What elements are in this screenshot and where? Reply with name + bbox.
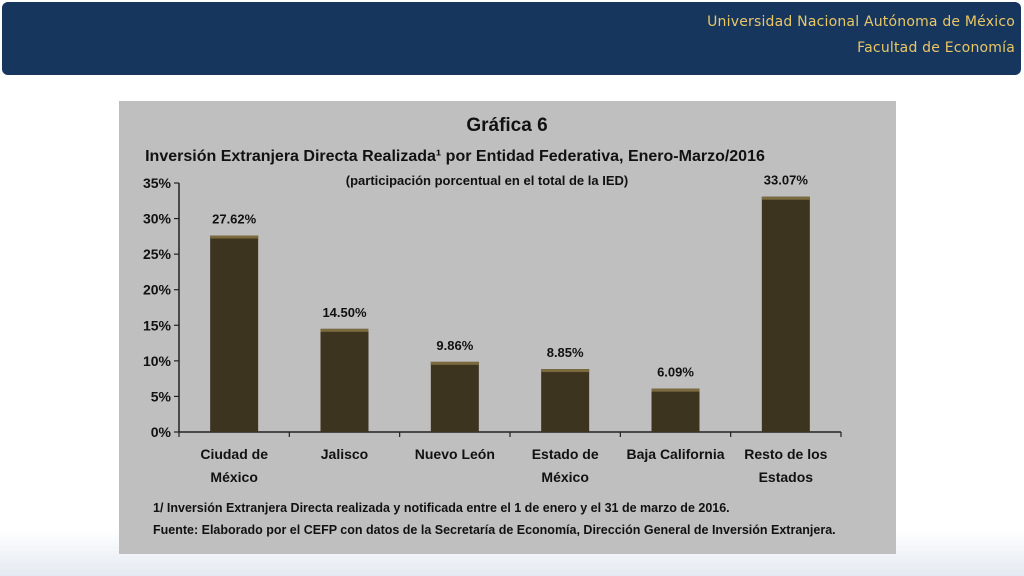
y-tick-label: 20% <box>143 282 172 298</box>
figure-label: Gráfica 6 <box>466 115 547 136</box>
data-label: 6.09% <box>657 365 694 380</box>
bar-top-highlight <box>541 369 590 373</box>
header-banner: Universidad Nacional Autónoma de México … <box>2 2 1021 75</box>
category-label: Ciudad de <box>200 446 268 462</box>
bar-top-highlight <box>210 235 259 239</box>
university-name: Universidad Nacional Autónoma de México <box>707 14 1015 30</box>
bar-chart: Gráfica 6 Inversión Extranjera Directa R… <box>143 115 842 537</box>
y-tick-label: 25% <box>143 246 172 262</box>
category-label: Nuevo León <box>415 446 495 462</box>
bar <box>541 369 590 432</box>
bar-top-highlight <box>651 388 700 392</box>
data-label: 9.86% <box>436 338 473 353</box>
y-tick-label: 15% <box>143 317 172 333</box>
chart-image: Gráfica 6 Inversión Extranjera Directa R… <box>119 101 896 554</box>
bar <box>210 235 259 432</box>
bar-top-highlight <box>320 328 369 332</box>
bar <box>430 361 479 432</box>
faculty-name: Facultad de Economía <box>857 40 1015 56</box>
y-tick-label: 5% <box>151 388 172 404</box>
y-tick-label: 30% <box>143 211 172 227</box>
data-label: 27.62% <box>212 212 257 227</box>
data-label: 14.50% <box>322 305 367 320</box>
category-label: Estados <box>759 469 814 485</box>
category-label: México <box>541 469 588 485</box>
category-label: Resto de los <box>744 446 827 462</box>
y-tick-label: 10% <box>143 353 172 369</box>
data-label: 33.07% <box>764 173 809 188</box>
bar-top-highlight <box>430 361 479 365</box>
y-tick-label: 0% <box>151 424 172 440</box>
category-label: Estado de <box>532 446 599 462</box>
bar-top-highlight <box>761 196 810 200</box>
y-tick-label: 35% <box>143 175 172 191</box>
bar <box>761 196 810 432</box>
chart-title: Inversión Extranjera Directa Realizada¹ … <box>145 148 765 165</box>
chart-source: Fuente: Elaborado por el CEFP con datos … <box>153 523 836 537</box>
chart-subtitle: (participación porcentual en el total de… <box>346 173 628 188</box>
data-label: 8.85% <box>547 345 584 360</box>
category-label: Baja California <box>626 446 724 462</box>
category-label: México <box>210 469 257 485</box>
chart-footnote: 1/ Inversión Extranjera Directa realizad… <box>153 501 730 515</box>
bar <box>320 328 369 432</box>
bar <box>651 388 700 432</box>
category-label: Jalisco <box>321 446 368 462</box>
